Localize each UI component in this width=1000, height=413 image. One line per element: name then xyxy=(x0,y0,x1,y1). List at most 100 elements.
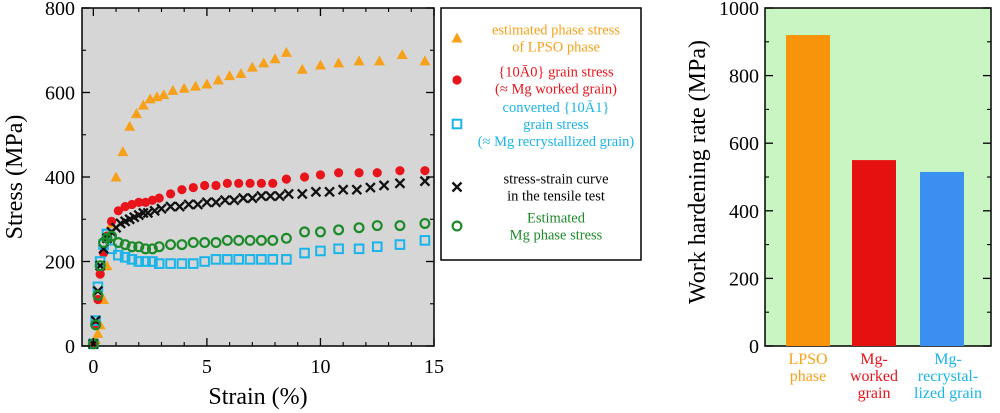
data-point-recryst xyxy=(90,315,101,326)
data-point-worked xyxy=(200,180,210,191)
right-y-tick-label: 800 xyxy=(729,66,759,88)
data-point-tensile xyxy=(174,201,185,212)
data-point-worked xyxy=(106,216,117,226)
category-label: phase xyxy=(790,368,826,385)
data-point-lpso xyxy=(92,327,104,338)
data-point-tensile xyxy=(192,199,204,210)
data-point-worked xyxy=(222,178,232,188)
data-point-recryst xyxy=(187,258,199,269)
y-tick-label: 400 xyxy=(45,167,75,189)
data-point-worked xyxy=(154,193,164,203)
data-point-tensile xyxy=(237,192,249,204)
data-point-mgphase xyxy=(233,234,245,246)
data-point-mgphase xyxy=(176,239,188,251)
data-point-mgphase xyxy=(126,241,138,253)
data-point-worked xyxy=(245,178,255,188)
data-point-lpso xyxy=(258,57,270,68)
data-point-recryst xyxy=(113,249,124,261)
data-point-lpso xyxy=(110,171,122,182)
data-point-mgphase xyxy=(333,224,345,236)
legend-label: in the tensile test xyxy=(507,189,605,205)
bar-bar_worked xyxy=(852,160,896,346)
data-point-lpso xyxy=(137,99,149,110)
data-point-lpso xyxy=(117,146,129,157)
data-point-worked xyxy=(354,168,364,178)
data-point-recryst xyxy=(267,254,279,265)
data-point-tensile xyxy=(265,190,276,202)
data-point-worked xyxy=(281,174,291,184)
data-point-lpso xyxy=(158,89,170,100)
data-point-tensile xyxy=(183,199,195,210)
y-tick-label: 800 xyxy=(45,0,75,20)
data-point-tensile xyxy=(201,197,213,208)
data-point-lpso xyxy=(190,80,202,91)
legend-label: of LPSO phase xyxy=(512,40,600,56)
bar-bar_lpso xyxy=(786,35,830,346)
right-y-tick-label: 600 xyxy=(729,133,759,155)
legend-marker-mgphase xyxy=(451,220,463,232)
data-point-lpso xyxy=(314,59,326,70)
data-point-worked xyxy=(177,185,187,195)
category-label: grain xyxy=(858,385,891,402)
right-y-tick-label: 400 xyxy=(729,201,759,223)
data-point-lpso xyxy=(373,55,385,66)
data-point-lpso xyxy=(212,74,224,85)
data-point-worked xyxy=(165,189,176,199)
data-point-tensile xyxy=(256,190,267,202)
data-point-worked xyxy=(395,166,405,176)
data-point-tensile xyxy=(378,180,390,191)
x-tick-label: 15 xyxy=(424,356,444,378)
data-point-worked xyxy=(134,197,144,207)
legend-marker-recryst xyxy=(451,118,463,130)
data-point-recryst xyxy=(147,256,158,267)
data-point-tensile xyxy=(228,194,240,206)
data-point-lpso xyxy=(246,61,258,72)
data-point-recryst xyxy=(353,243,365,255)
data-point-worked xyxy=(188,182,198,193)
data-point-tensile xyxy=(247,192,258,204)
data-point-mgphase xyxy=(119,239,131,251)
legend-label: (≈ Mg worked grain) xyxy=(495,82,617,98)
legend-label: Estimated xyxy=(527,211,586,227)
right-y-tick-label: 0 xyxy=(749,336,759,358)
data-point-worked xyxy=(372,168,382,178)
right-y-axis-label: Work hardening rate (MPa) xyxy=(685,40,711,304)
data-point-mgphase xyxy=(280,232,292,244)
data-point-worked xyxy=(315,170,326,180)
data-point-tensile xyxy=(337,184,349,195)
data-point-mgphase xyxy=(133,241,145,253)
data-point-tensile xyxy=(165,201,176,212)
data-point-tensile xyxy=(156,203,167,215)
data-point-worked xyxy=(95,269,105,279)
data-point-recryst xyxy=(106,243,117,255)
data-point-recryst xyxy=(165,258,176,269)
legend-marker-lpso xyxy=(451,32,463,43)
left-axes: 0 5 10 15 0 200 400 600 800 xyxy=(45,0,444,378)
data-point-worked xyxy=(234,178,244,188)
data-point-mgphase xyxy=(153,241,165,253)
legend-item-worked: {10Ā0} grain stress(≈ Mg worked grain) xyxy=(452,65,617,98)
data-point-tensile xyxy=(419,175,431,187)
data-point-tensile xyxy=(219,194,231,206)
data-point-mgphase xyxy=(90,319,102,331)
legend-label: converted {10Ā1} xyxy=(503,100,610,116)
y-tick-label: 600 xyxy=(45,83,75,105)
legend-label: grain stress xyxy=(523,117,589,133)
category-label: recrystal- xyxy=(918,368,978,385)
legend-item-recryst: converted {10Ā1}grain stress(≈ Mg recrys… xyxy=(451,100,634,150)
data-point-recryst xyxy=(299,247,310,259)
legend-label: {10Ā0} grain stress xyxy=(498,65,614,81)
data-point-mgphase xyxy=(221,234,233,246)
data-point-tensile xyxy=(365,182,376,193)
data-point-mgphase xyxy=(255,234,267,246)
legend-label: estimated phase stress xyxy=(492,23,620,39)
bar-bar_recryst xyxy=(920,171,964,346)
category-label: Mg- xyxy=(934,351,962,368)
data-point-recryst xyxy=(256,254,267,265)
data-point-recryst xyxy=(133,256,145,267)
data-point-mgphase xyxy=(299,226,311,238)
category-label: lized grain xyxy=(914,385,982,402)
